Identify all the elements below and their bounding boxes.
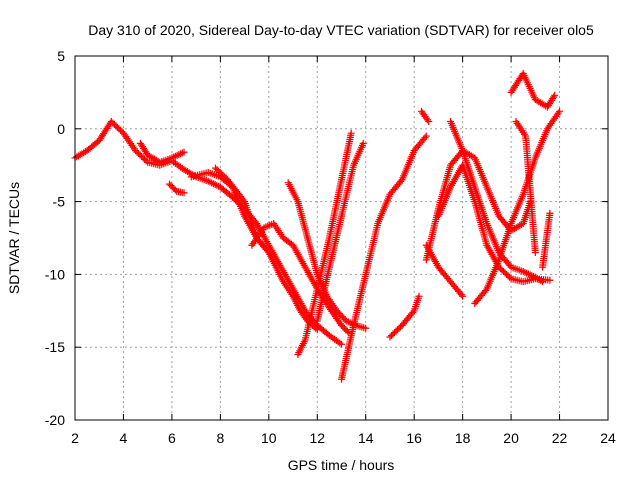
data-point <box>425 118 433 126</box>
data-point <box>211 181 219 189</box>
x-axis-label: GPS time / hours <box>288 457 395 473</box>
data-point <box>180 189 188 197</box>
x-tick-label: 22 <box>552 430 568 446</box>
x-tick-label: 14 <box>358 430 374 446</box>
y-tick-label: -10 <box>45 266 65 282</box>
x-tick-label: 10 <box>261 430 277 446</box>
data-point <box>526 271 534 279</box>
series-track-k <box>386 292 423 341</box>
data-point <box>521 268 529 276</box>
series-track-b <box>136 139 188 166</box>
data-point <box>524 270 532 278</box>
data-point <box>459 292 467 300</box>
plot-frame <box>74 55 609 421</box>
data-point <box>482 287 490 295</box>
data-point <box>206 178 214 186</box>
data-point <box>551 91 559 99</box>
data-point <box>338 340 345 348</box>
series-track-h <box>294 129 355 358</box>
data-point <box>519 267 527 275</box>
data-point <box>550 93 558 101</box>
data-point <box>177 150 185 158</box>
x-tick-label: 18 <box>455 430 471 446</box>
data-point <box>180 148 188 156</box>
series-track-e <box>212 164 273 257</box>
data-point <box>312 324 320 332</box>
data-point <box>424 116 432 124</box>
data-point <box>168 154 176 162</box>
data-point <box>175 151 183 159</box>
data-point <box>359 139 367 147</box>
x-tick-label: 8 <box>216 430 224 446</box>
data-point <box>546 209 554 217</box>
x-tick-label: 4 <box>120 430 128 446</box>
series-track-q <box>471 107 564 308</box>
data-point <box>178 149 186 157</box>
chart-title: Day 310 of 2020, Sidereal Day-to-day VTE… <box>88 22 594 38</box>
data-point <box>208 179 216 187</box>
data-point <box>173 151 181 159</box>
series-track-g <box>284 179 370 332</box>
y-tick-label: -20 <box>45 412 65 428</box>
data-point <box>239 196 247 204</box>
data-point <box>213 181 221 189</box>
series-track-p <box>434 161 554 286</box>
y-axis-label: SDTVAR / TECUs <box>6 182 22 294</box>
data-point <box>546 276 554 284</box>
data-point <box>421 134 429 142</box>
x-tick-label: 2 <box>71 430 79 446</box>
data-point <box>457 291 465 299</box>
x-tick-label: 12 <box>309 430 325 446</box>
data-point <box>422 132 430 140</box>
data-point <box>142 157 150 165</box>
x-tick-label: 6 <box>168 430 176 446</box>
series-track-c <box>165 180 188 197</box>
data-point <box>362 324 370 332</box>
series-track-n <box>422 241 467 300</box>
series-track-s <box>512 118 539 257</box>
data-point <box>336 339 344 347</box>
data-point <box>313 326 321 334</box>
data-point <box>263 247 271 255</box>
x-tick-label: 20 <box>503 430 519 446</box>
data-point <box>415 292 423 300</box>
y-tick-label: 0 <box>57 121 65 137</box>
data-point <box>397 177 405 185</box>
y-tick-label: -15 <box>45 339 65 355</box>
x-tick-label: 16 <box>406 430 422 446</box>
x-tick-label: 24 <box>600 430 616 446</box>
series-track-r <box>507 69 559 111</box>
axis-ticks: 2 4 6 8 10 12 14 16 18 20 22 24-20-15-10-505 <box>45 48 616 446</box>
y-tick-label: -5 <box>53 194 66 210</box>
series-track-l <box>417 107 433 126</box>
data-point <box>171 152 179 160</box>
series-track-i <box>313 139 367 325</box>
data-point <box>556 107 564 115</box>
data-point <box>506 273 514 281</box>
data-point <box>523 269 531 277</box>
y-tick-label: 5 <box>57 48 65 64</box>
data-point <box>170 153 178 161</box>
data-point <box>204 177 212 185</box>
data-point <box>409 308 417 316</box>
data-point <box>209 180 217 188</box>
data-point <box>265 249 273 257</box>
data-point <box>531 249 539 257</box>
series-track-j <box>338 132 430 383</box>
data-point <box>347 129 355 137</box>
series-track-t <box>539 209 554 271</box>
data-points <box>71 69 564 383</box>
